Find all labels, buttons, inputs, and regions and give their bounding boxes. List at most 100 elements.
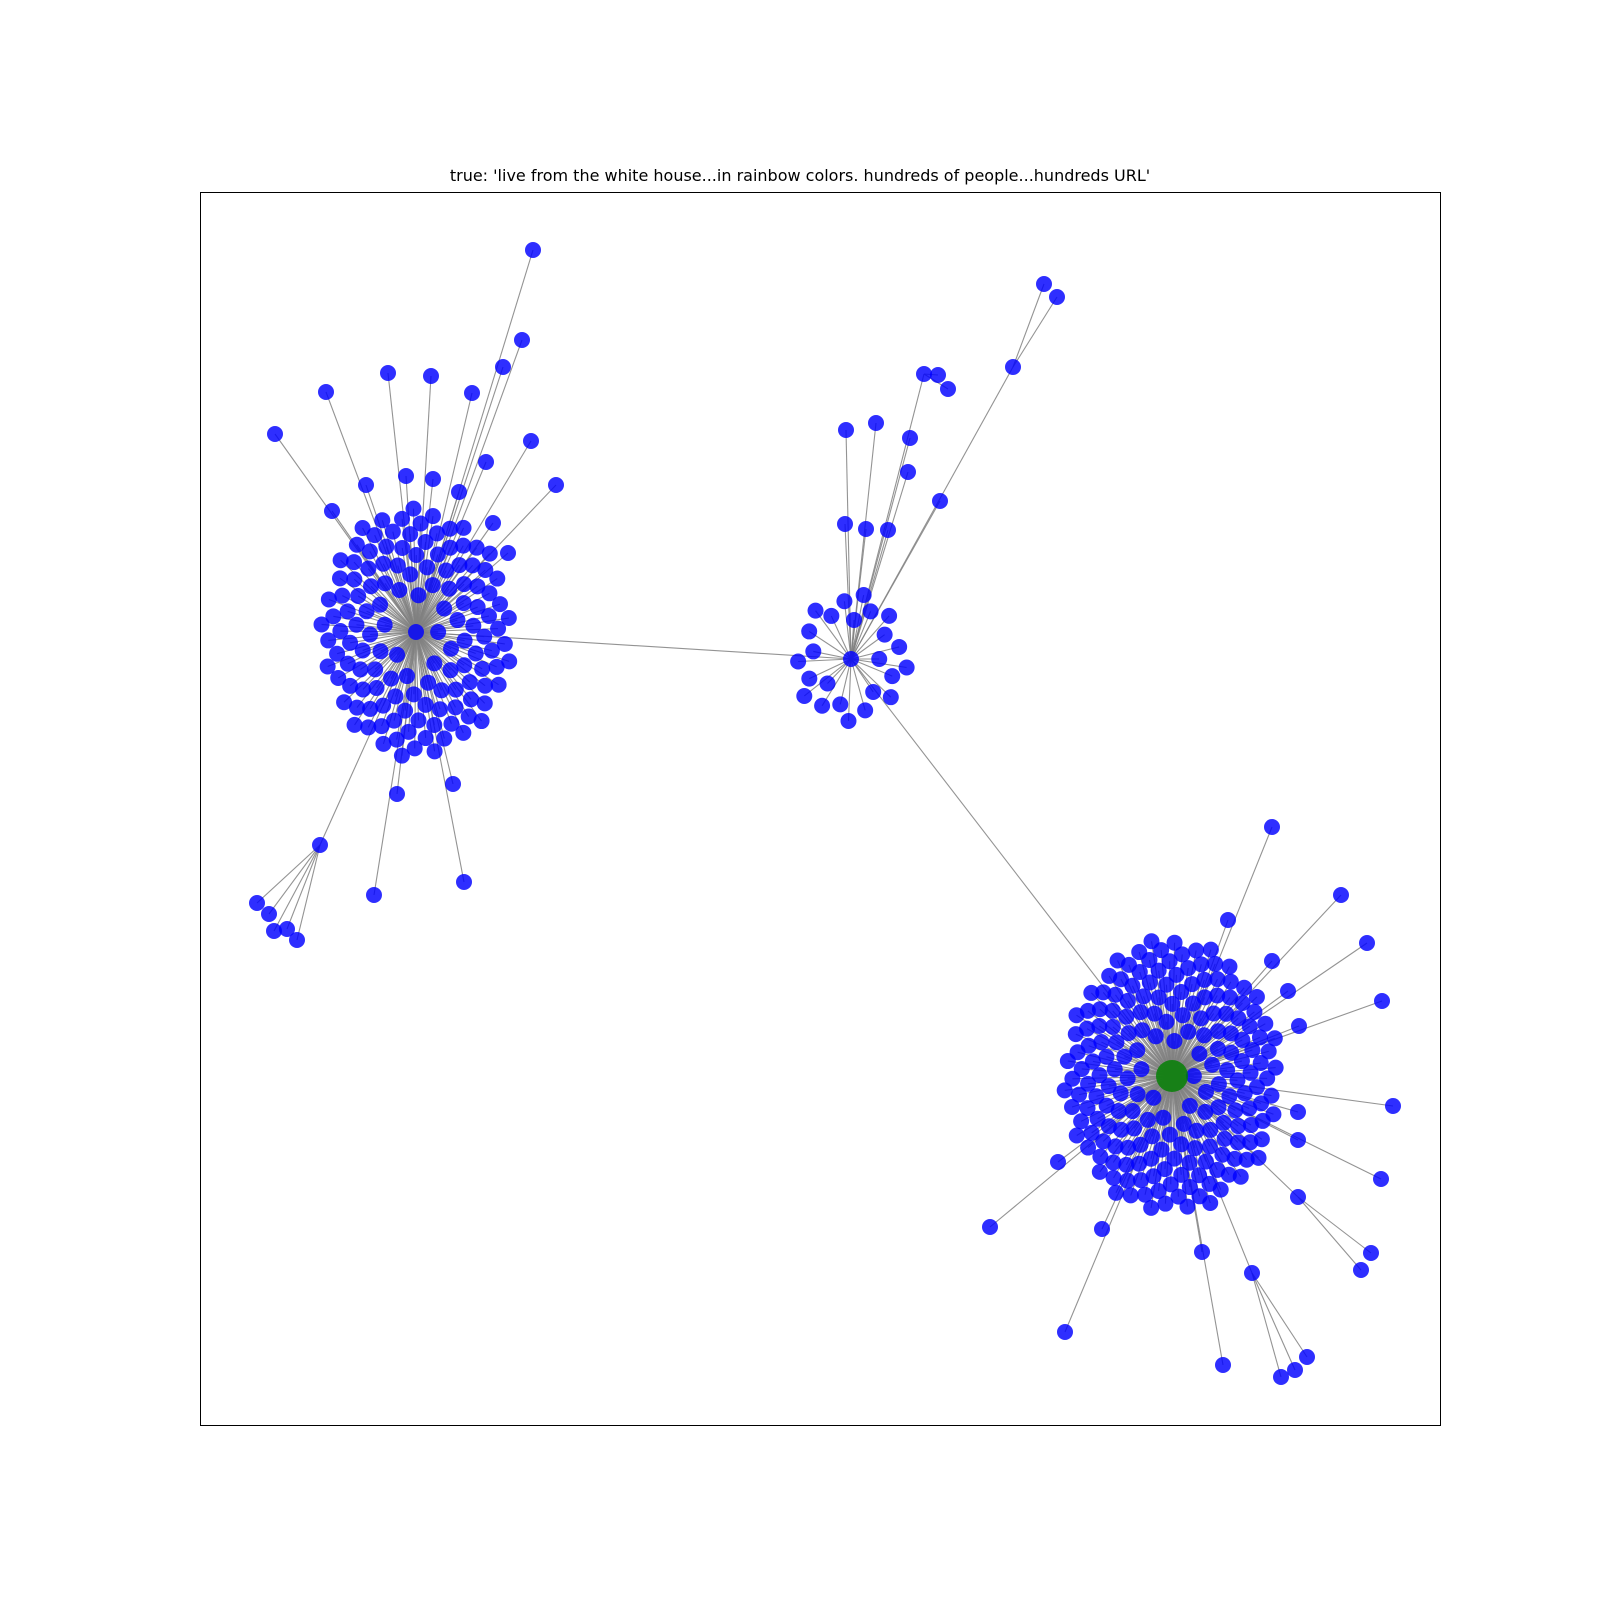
leaf-node xyxy=(461,674,478,691)
leaf-node xyxy=(1180,960,1197,977)
leaf-node xyxy=(1166,1032,1183,1049)
edges-layer xyxy=(256,249,1394,1378)
leaf-node xyxy=(261,906,277,922)
leaf-node xyxy=(372,643,389,660)
leaf-node xyxy=(389,557,406,574)
leaf-node xyxy=(249,895,265,911)
leaf-node xyxy=(1209,987,1226,1004)
edge xyxy=(415,631,441,710)
leaf-node xyxy=(393,747,410,764)
leaf-node xyxy=(1141,974,1158,991)
leaf-node xyxy=(1119,1070,1136,1087)
leaf-node xyxy=(1363,1245,1379,1261)
edge xyxy=(296,844,321,941)
leaf-node xyxy=(1168,966,1185,983)
leaf-node xyxy=(1155,1109,1172,1126)
leaf-node xyxy=(325,608,342,625)
leaf-node xyxy=(881,607,898,624)
leaf-node xyxy=(354,520,371,537)
leaf-node xyxy=(1161,1126,1178,1143)
leaf-node xyxy=(375,735,392,752)
leaf-node xyxy=(548,477,564,493)
leaf-node xyxy=(387,688,404,705)
edge xyxy=(850,615,890,660)
leaf-node xyxy=(441,520,458,537)
leaf-node xyxy=(467,645,484,662)
leaf-node xyxy=(1083,984,1100,1001)
leaf-node xyxy=(417,730,434,747)
leaf-node xyxy=(855,587,872,604)
leaf-node xyxy=(1230,1010,1247,1027)
leaf-node xyxy=(483,642,500,659)
leaf-node xyxy=(1036,276,1052,292)
leaf-node xyxy=(1073,1113,1090,1130)
leaf-node xyxy=(1250,1149,1267,1166)
leaf-node xyxy=(1267,1059,1284,1076)
leaf-node xyxy=(1174,1007,1191,1024)
leaf-node xyxy=(476,628,493,645)
edge xyxy=(843,601,852,660)
hub-node xyxy=(843,651,859,667)
leaf-node xyxy=(402,566,419,583)
leaf-node xyxy=(801,670,818,687)
leaf-node xyxy=(1056,1082,1073,1099)
leaf-node xyxy=(1157,1195,1174,1212)
leaf-node xyxy=(378,538,395,555)
edge xyxy=(1251,1272,1282,1378)
leaf-node xyxy=(1222,973,1239,990)
leaf-node xyxy=(397,702,414,719)
edge xyxy=(415,631,464,734)
leaf-node xyxy=(462,691,479,708)
leaf-node xyxy=(366,887,382,903)
edge xyxy=(1251,1272,1296,1371)
leaf-node xyxy=(1226,1150,1243,1167)
leaf-node xyxy=(394,539,411,556)
leaf-node xyxy=(398,468,414,484)
leaf-node xyxy=(1100,1078,1117,1095)
leaf-node xyxy=(469,578,486,595)
leaf-node xyxy=(496,635,513,652)
leaf-node xyxy=(1147,1028,1164,1045)
leaf-node xyxy=(1180,1023,1197,1040)
edge xyxy=(798,658,852,663)
leaf-node xyxy=(1202,1121,1219,1138)
edge xyxy=(850,658,866,711)
leaf-node xyxy=(1145,1089,1162,1106)
leaf-node xyxy=(474,660,491,677)
leaf-node xyxy=(1188,942,1205,959)
leaf-node xyxy=(455,595,472,612)
leaf-node xyxy=(796,687,813,704)
leaf-node xyxy=(500,610,517,627)
leaf-node xyxy=(1105,1169,1122,1186)
leaf-node xyxy=(490,676,507,693)
leaf-node xyxy=(1201,1138,1218,1155)
leaf-node xyxy=(1181,1154,1198,1171)
leaf-node xyxy=(1080,1075,1097,1092)
leaf-node xyxy=(412,515,429,532)
leaf-node xyxy=(1215,1357,1231,1373)
leaf-node xyxy=(362,700,379,717)
leaf-node xyxy=(1374,993,1390,1009)
leaf-node xyxy=(1227,1102,1244,1119)
leaf-node xyxy=(1184,976,1201,993)
leaf-node xyxy=(1089,1110,1106,1127)
leaf-node xyxy=(477,677,494,694)
leaf-node xyxy=(1218,1005,1235,1022)
leaf-node xyxy=(350,588,367,605)
leaf-node xyxy=(1210,1023,1227,1040)
leaf-node xyxy=(916,366,932,382)
edge xyxy=(1251,1272,1308,1358)
leaf-node xyxy=(417,696,434,713)
leaf-node xyxy=(384,523,401,540)
leaf-node xyxy=(436,600,453,617)
plot-frame xyxy=(200,192,1441,1426)
leaf-node xyxy=(876,626,893,643)
leaf-node xyxy=(1068,1007,1085,1024)
leaf-node xyxy=(1113,1121,1130,1138)
leaf-node xyxy=(419,559,436,576)
leaf-node xyxy=(898,659,915,676)
leaf-node xyxy=(442,662,459,679)
leaf-node xyxy=(1210,1076,1227,1093)
leaf-node xyxy=(1173,1136,1190,1153)
leaf-node xyxy=(348,699,365,716)
